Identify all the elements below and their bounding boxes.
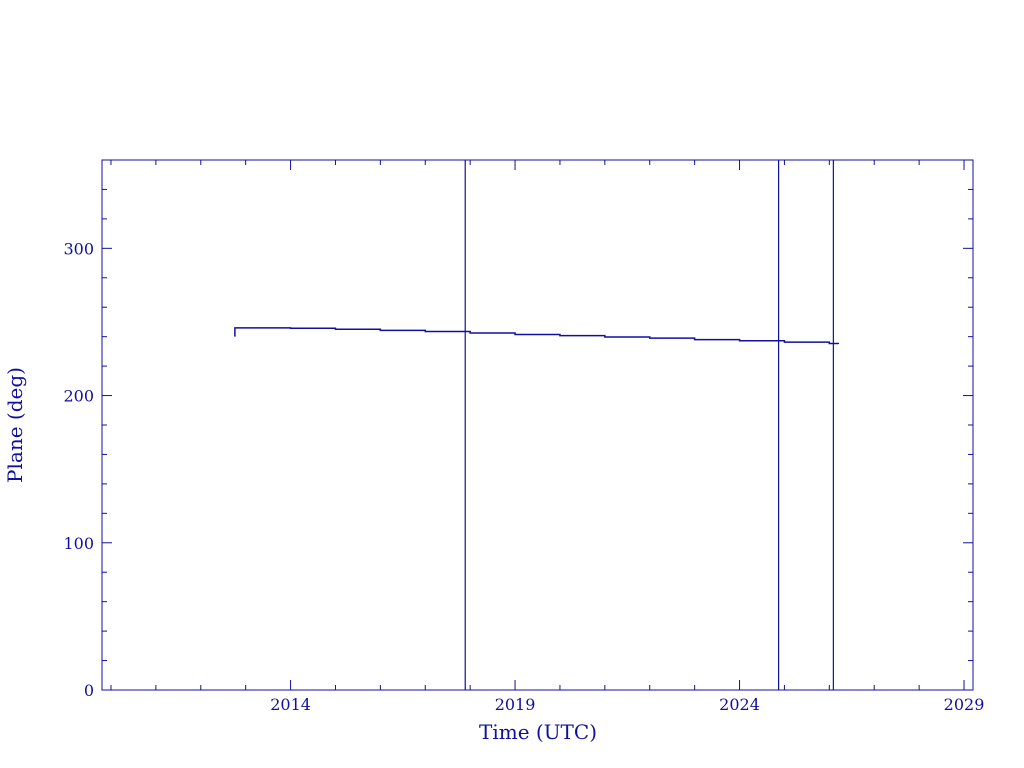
data-series-line (234, 327, 840, 345)
y-tick-label: 200 (63, 387, 94, 406)
x-tick-label: 2014 (270, 695, 311, 714)
y-tick-label: 0 (84, 681, 94, 700)
y-tick-label: 300 (63, 239, 94, 258)
y-tick-label: 100 (63, 534, 94, 553)
x-tick-label: 2024 (719, 695, 760, 714)
x-tick-label: 2019 (495, 695, 536, 714)
plot-frame (101, 159, 974, 691)
x-tick-label: 2029 (944, 695, 985, 714)
y-axis-label: Plane (deg) (3, 367, 27, 483)
x-axis-label: Time (UTC) (479, 720, 597, 744)
